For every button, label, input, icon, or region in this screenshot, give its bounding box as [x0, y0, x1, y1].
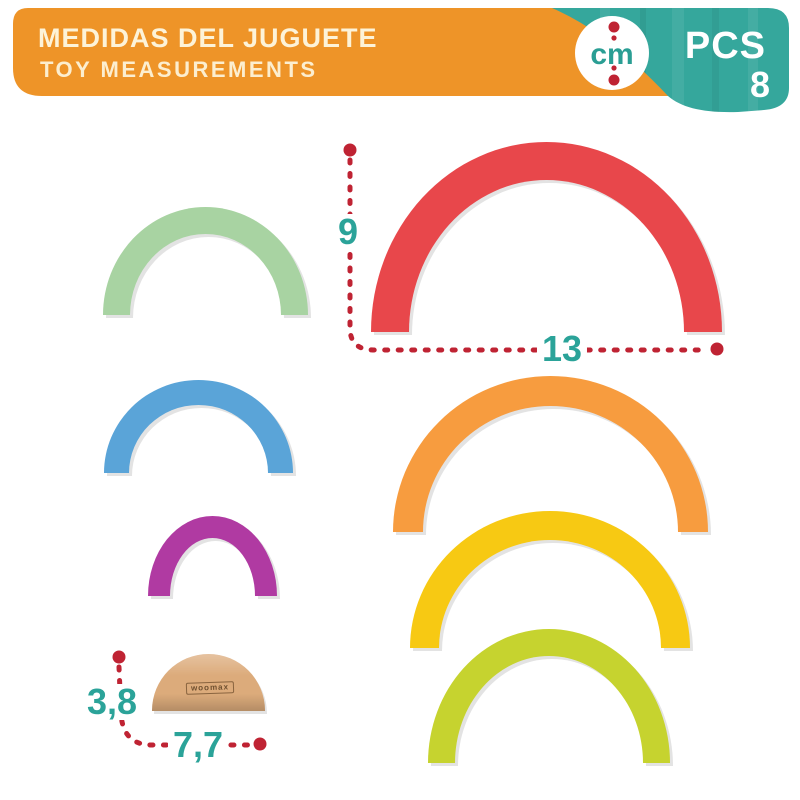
page-title: MEDIDAS DEL JUGUETE — [38, 23, 378, 53]
cm-badge-circle — [575, 16, 649, 90]
cm-badge-bottom-dot-icon — [608, 74, 620, 86]
wood-logo-stamp: woomax — [185, 681, 235, 695]
arch-piece-blue — [104, 380, 293, 473]
arch-piece-red — [371, 142, 722, 332]
header-graphics: cm PCS 8 — [13, 8, 789, 113]
dimension-endpoint-dot — [710, 342, 724, 356]
red-arch-height-value: 9 — [332, 214, 364, 250]
pcs-count: 8 — [750, 64, 770, 105]
cm-badge-small-dot-icon — [611, 65, 617, 71]
header-banner-shape — [13, 8, 678, 96]
arch-piece-purple — [148, 516, 277, 596]
dimension-endpoint-dot — [253, 737, 267, 751]
cm-badge-label: cm — [590, 38, 633, 71]
dimension-endpoint-dot — [112, 650, 126, 664]
cm-badge-top-dot-icon — [608, 21, 620, 33]
wood-base-height-value: 3,8 — [81, 684, 143, 720]
dimension-endpoint-dot — [343, 143, 357, 157]
wood-base-piece: woomax — [152, 654, 265, 711]
page-subtitle: TOY MEASUREMENTS — [40, 57, 318, 82]
wood-base-width-value: 7,7 — [167, 727, 229, 763]
arch-piece-green — [103, 207, 308, 315]
cm-badge-small-dot-icon — [611, 35, 617, 41]
red-arch-width-value: 13 — [536, 331, 588, 367]
pcs-label: PCS — [685, 25, 766, 67]
arch-piece-orange — [393, 376, 708, 532]
arch-piece-lime — [428, 629, 670, 763]
